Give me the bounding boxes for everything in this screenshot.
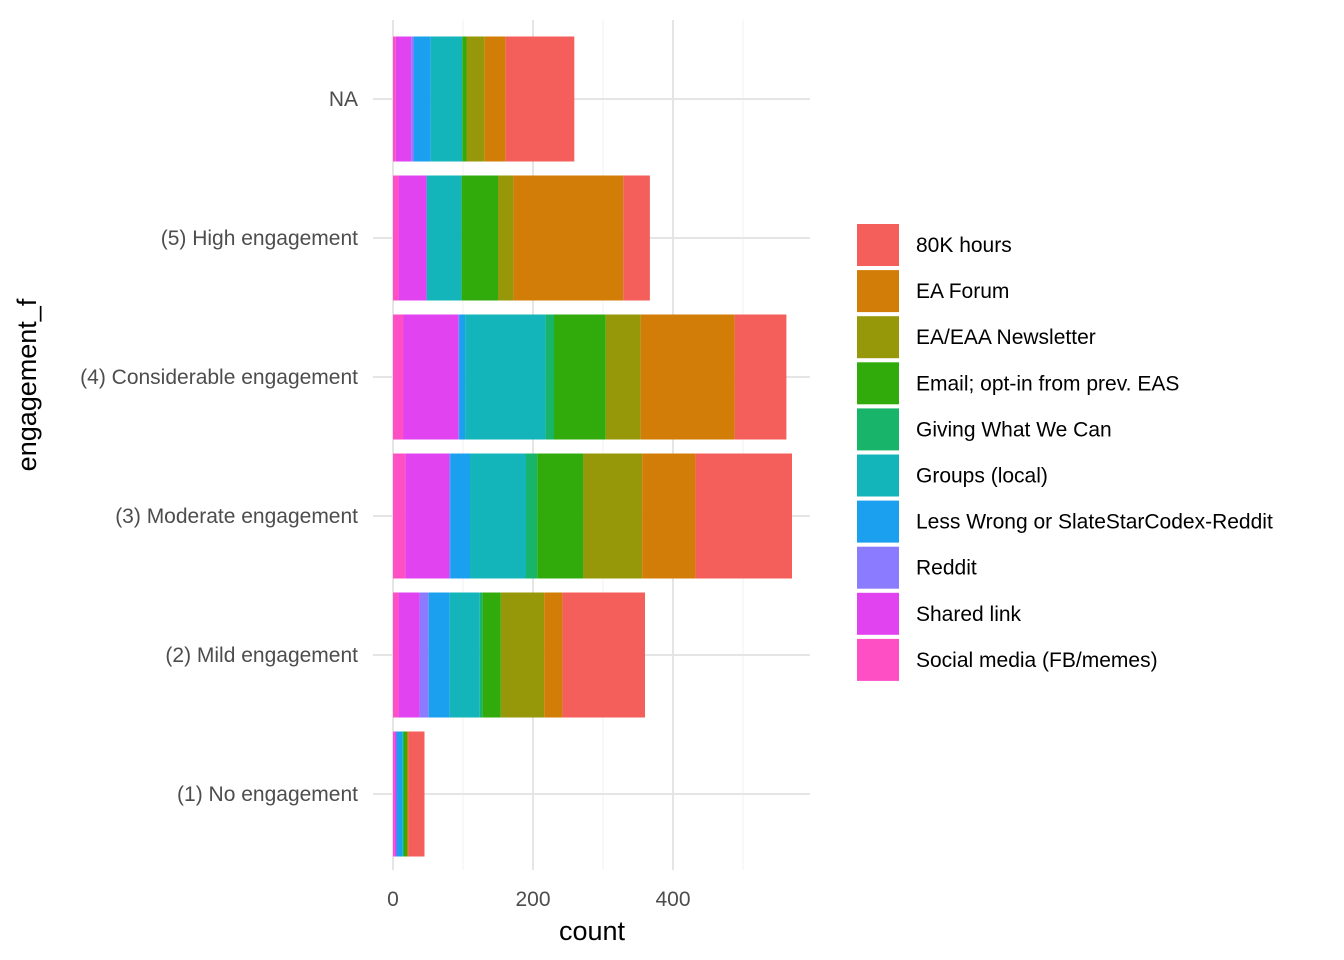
bar-4-considerable-engagement-email-opt-in-from-prev-eas: (4) Considerable engagement — Email; opt…: [554, 314, 606, 440]
bar-na-ea-forum: NA — EA Forum: 30: [484, 36, 506, 162]
legend-key-80k-hours: [857, 224, 899, 266]
bar-2-mild-engagement-ea-forum: (2) Mild engagement — EA Forum: 26: [544, 592, 563, 718]
bar-1-no-engagement-groups-local: (1) No engagement — Groups (local): 2: [402, 731, 404, 857]
bar-2-mild-engagement-giving-what-we-can: (2) Mild engagement — Giving What We Can…: [479, 592, 483, 718]
bar-4-considerable-engagement-shared-link: (4) Considerable engagement — Shared lin…: [403, 314, 459, 440]
bar-5-high-engagement-ea-forum: (5) High engagement — EA Forum: 157: [513, 175, 624, 301]
bar-2-mild-engagement-shared-link: (2) Mild engagement — Shared link: 30: [398, 592, 420, 718]
bar-5-high-engagement-groups-local: (5) High engagement — Groups (local): 50: [426, 175, 462, 301]
legend: 80K hours EA Forum EA/EAA Newsletter Email;…: [857, 224, 1273, 681]
legend-label-social-media-fb-memes: Social media (FB/memes): [916, 649, 1158, 672]
bar-2-mild-engagement-groups-local: (2) Mild engagement — Groups (local): 43: [449, 592, 480, 718]
legend-item-reddit: Reddit: [857, 546, 977, 589]
legend-label-ea-forum: EA Forum: [916, 280, 1009, 303]
bar-2-mild-engagement-email-opt-in-from-prev-eas: (2) Mild engagement — Email; opt-in from…: [482, 592, 501, 718]
bar-1-no-engagement-social-media-fb-memes: (1) No engagement — Social media (FB/mem…: [393, 731, 395, 857]
bar-na-email-opt-in-from-prev-eas: NA — Email; opt-in from prev. EAS: 6: [462, 36, 467, 162]
x-axis-ticks: 0 200 400: [387, 888, 690, 911]
bar-3-moderate-engagement-email-opt-in-from-prev-eas: (3) Moderate engagement — Email; opt-in …: [537, 453, 584, 579]
legend-key-groups-local: [857, 454, 899, 497]
bar-na-reddit: NA — Reddit: 4: [411, 36, 414, 162]
bar-5-high-engagement-80k-hours: (5) High engagement — 80K hours: 38: [623, 175, 650, 301]
legend-item-email-opt-in-from-prev-eas: Email; opt-in from prev. EAS: [857, 362, 1179, 405]
bar-5-high-engagement-ea-eaa-newsletter: (5) High engagement — EA/EAA Newsletter:…: [498, 175, 514, 301]
legend-key-shared-link: [857, 592, 899, 635]
legend-key-ea-eaa-newsletter: [857, 316, 899, 359]
legend-item-ea-eaa-newsletter: EA/EAA Newsletter: [857, 316, 1096, 359]
legend-label-giving-what-we-can: Giving What We Can: [916, 418, 1112, 441]
bar-na-less-wrong-or-slatestarcodex-reddit: NA — Less Wrong or SlateStarCodex-Reddit…: [414, 36, 431, 162]
legend-key-less-wrong-or-slatestarcodex-reddit: [857, 500, 899, 543]
bar-4-considerable-engagement-less-wrong-or-slatestarcodex-reddit: (4) Considerable engagement — Less Wrong…: [459, 314, 466, 440]
bar-5-high-engagement-shared-link: (5) High engagement — Shared link: 40: [398, 175, 427, 301]
legend-item-shared-link: Shared link: [857, 592, 1022, 635]
bar-2-mild-engagement-80k-hours: (2) Mild engagement — 80K hours: 118: [562, 592, 645, 718]
legend-item-groups-local: Groups (local): [857, 454, 1048, 497]
legend-item-social-media-fb-memes: Social media (FB/memes): [857, 638, 1158, 681]
bar-3-moderate-engagement-ea-forum: (3) Moderate engagement — EA Forum: 76: [642, 453, 696, 579]
y-tick-label-4-considerable-engagement: (4) Considerable engagement: [80, 366, 358, 389]
bar-4-considerable-engagement-reddit: (4) Considerable engagement — Reddit: 2: [458, 314, 460, 440]
bar-1-no-engagement-less-wrong-or-slatestarcodex-reddit: (1) No engagement — Less Wrong or SlateS…: [396, 731, 403, 857]
legend-label-80k-hours: 80K hours: [916, 234, 1012, 257]
bar-3-moderate-engagement-shared-link: (3) Moderate engagement — Shared link: 6…: [405, 453, 449, 579]
bar-3-moderate-engagement-80k-hours: (3) Moderate engagement — 80K hours: 138: [695, 453, 792, 579]
bar-5-high-engagement-social-media-fb-memes: (5) High engagement — Social media (FB/m…: [393, 175, 399, 301]
y-tick-label-5-high-engagement: (5) High engagement: [161, 227, 358, 250]
bar-4-considerable-engagement-social-media-fb-memes: (4) Considerable engagement — Social med…: [393, 314, 404, 440]
bar-1-no-engagement-shared-link: (1) No engagement — Shared link: 3: [394, 731, 397, 857]
bar-3-moderate-engagement-reddit: (3) Moderate engagement — Reddit: 2: [449, 453, 451, 579]
legend-label-less-wrong-or-slatestarcodex-reddit: Less Wrong or SlateStarCodex-Reddit: [916, 511, 1273, 534]
legend-item-80k-hours: 80K hours: [857, 224, 1012, 266]
bar-2-mild-engagement-reddit: (2) Mild engagement — Reddit: 13: [419, 592, 429, 718]
y-tick-label-na: NA: [329, 88, 358, 111]
legend-item-giving-what-we-can: Giving What We Can: [857, 408, 1112, 451]
bar-4-considerable-engagement-80k-hours: (4) Considerable engagement — 80K hours:…: [734, 314, 787, 440]
bar-1-no-engagement-80k-hours: (1) No engagement — 80K hours: 23: [408, 731, 425, 857]
legend-label-reddit: Reddit: [916, 557, 977, 580]
legend-label-shared-link: Shared link: [916, 603, 1022, 626]
bar-3-moderate-engagement-giving-what-we-can: (3) Moderate engagement — Giving What We…: [526, 453, 538, 579]
bar-3-moderate-engagement-less-wrong-or-slatestarcodex-reddit: (3) Moderate engagement — Less Wrong or …: [450, 453, 470, 579]
x-tick-label-200: 200: [515, 888, 550, 911]
bar-na-social-media-fb-memes: NA — Social media (FB/memes): 4: [393, 36, 396, 162]
legend-item-ea-forum: EA Forum: [857, 270, 1009, 313]
y-tick-label-2-mild-engagement: (2) Mild engagement: [165, 644, 358, 667]
legend-item-less-wrong-or-slatestarcodex-reddit: Less Wrong or SlateStarCodex-Reddit: [857, 500, 1273, 543]
legend-key-reddit: [857, 546, 899, 589]
bar-4-considerable-engagement-ea-forum: (4) Considerable engagement — EA Forum: …: [640, 314, 735, 440]
y-axis-title: engagement_f: [12, 298, 42, 471]
legend-key-email-opt-in-from-prev-eas: [857, 362, 899, 405]
bar-3-moderate-engagement-groups-local: (3) Moderate engagement — Groups (local)…: [470, 453, 526, 579]
legend-label-email-opt-in-from-prev-eas: Email; opt-in from prev. EAS: [916, 372, 1179, 395]
x-axis-title: count: [559, 916, 626, 946]
bar-1-no-engagement-email-opt-in-from-prev-eas: (1) No engagement — Email; opt-in from p…: [403, 731, 407, 857]
bar-5-high-engagement-email-opt-in-from-prev-eas: (5) High engagement — Email; opt-in from…: [461, 175, 498, 301]
bar-2-mild-engagement-less-wrong-or-slatestarcodex-reddit: (2) Mild engagement — Less Wrong or Slat…: [428, 592, 450, 718]
y-axis-ticks: (1) No engagement (2) Mild engagement (3) …: [80, 88, 358, 806]
bar-na-groups-local: NA — Groups (local): 45: [430, 36, 463, 162]
bar-2-mild-engagement-ea-eaa-newsletter: (2) Mild engagement — EA/EAA Newsletter:…: [500, 592, 545, 718]
bar-3-moderate-engagement-social-media-fb-memes: (3) Moderate engagement — Social media (…: [393, 453, 406, 579]
legend-key-ea-forum: [857, 270, 899, 313]
bar-na-ea-eaa-newsletter: NA — EA/EAA Newsletter: 26: [466, 36, 485, 162]
y-tick-label-3-moderate-engagement: (3) Moderate engagement: [115, 505, 358, 528]
bar-na-shared-link: NA — Shared link: 22: [395, 36, 412, 162]
bar-4-considerable-engagement-groups-local: (4) Considerable engagement — Groups (lo…: [465, 314, 546, 440]
bar-3-moderate-engagement-ea-eaa-newsletter: (3) Moderate engagement — EA/EAA Newslet…: [583, 453, 643, 579]
bar-2-mild-engagement-social-media-fb-memes: (2) Mild engagement — Social media (FB/m…: [393, 592, 399, 718]
x-tick-label-400: 400: [655, 888, 690, 911]
bar-1-no-engagement-ea-forum: (1) No engagement — EA Forum: 2: [407, 731, 409, 857]
legend-label-ea-eaa-newsletter: EA/EAA Newsletter: [916, 326, 1096, 349]
x-tick-label-0: 0: [387, 888, 399, 911]
bars: (1) No engagement — Social media (FB/mem…: [393, 36, 792, 857]
y-tick-label-1-no-engagement: (1) No engagement: [177, 783, 358, 806]
bar-na-80k-hours: NA — 80K hours: 98: [505, 36, 575, 162]
legend-key-social-media-fb-memes: [857, 638, 899, 681]
legend-key-giving-what-we-can: [857, 408, 899, 451]
legend-label-groups-local: Groups (local): [916, 465, 1048, 488]
bar-4-considerable-engagement-giving-what-we-can: (4) Considerable engagement — Giving Wha…: [545, 314, 554, 440]
bar-4-considerable-engagement-ea-eaa-newsletter: (4) Considerable engagement — EA/EAA New…: [605, 314, 641, 440]
